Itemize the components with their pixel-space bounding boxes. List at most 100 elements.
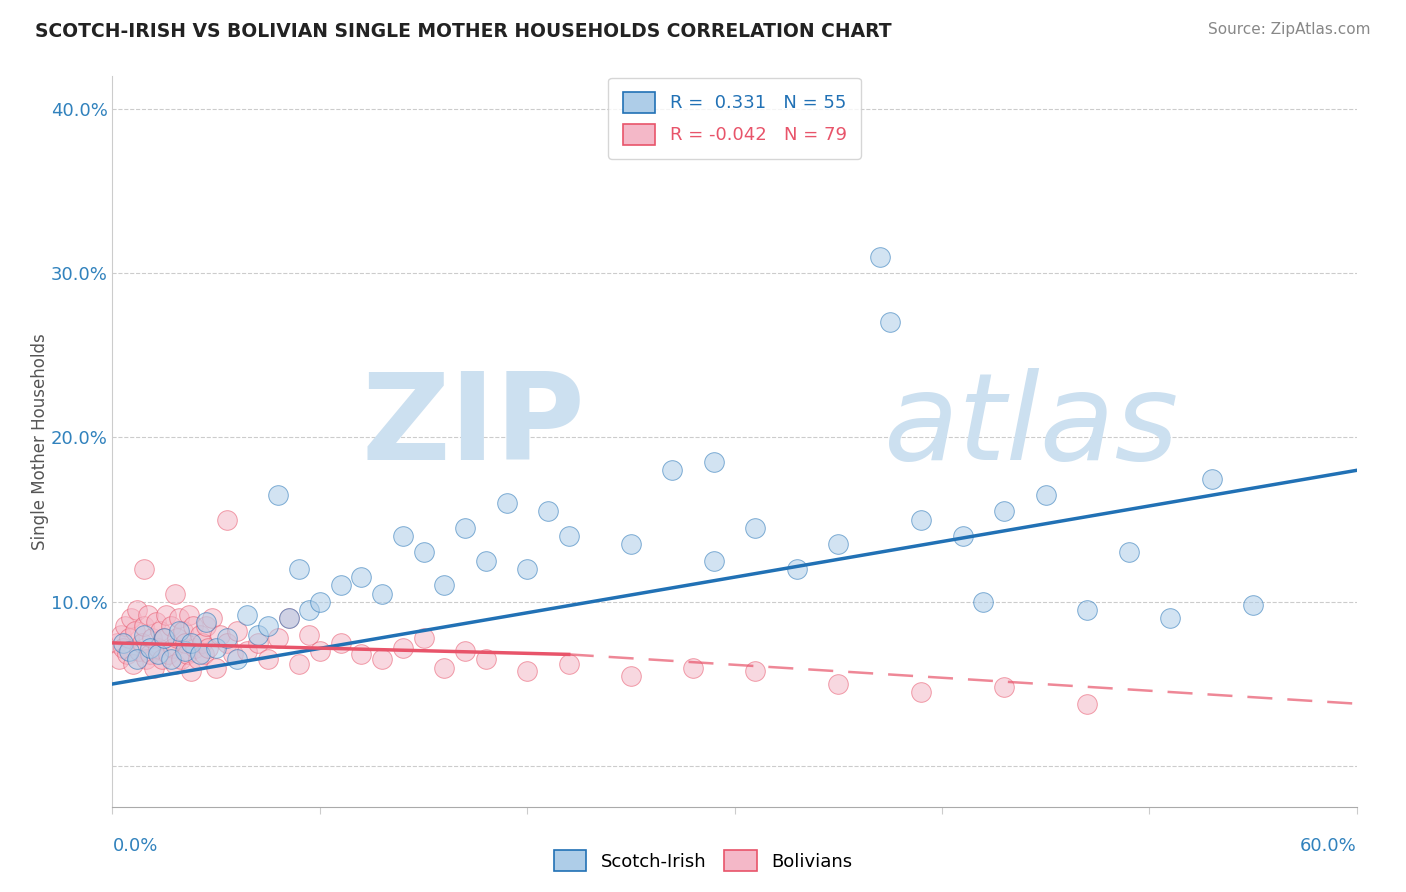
Point: [153, 631, 176, 645]
Point: [122, 657, 145, 672]
Point: [162, 640, 184, 655]
Point: [433, 660, 456, 674]
Point: [973, 595, 995, 609]
Point: [329, 578, 352, 592]
Point: [132, 619, 155, 633]
Point: [183, 619, 205, 633]
Point: [257, 619, 280, 633]
Point: [128, 644, 150, 658]
Point: [155, 607, 177, 622]
Point: [205, 660, 228, 674]
Point: [105, 636, 128, 650]
Point: [205, 640, 228, 655]
Text: 0.0%: 0.0%: [112, 837, 157, 855]
Point: [1076, 697, 1098, 711]
Point: [474, 554, 498, 568]
Point: [222, 648, 245, 662]
Point: [201, 611, 224, 625]
Legend: R =  0.331   N = 55, R = -0.042   N = 79: R = 0.331 N = 55, R = -0.042 N = 79: [609, 78, 860, 159]
Point: [703, 554, 725, 568]
Point: [246, 636, 269, 650]
Point: [786, 562, 808, 576]
Point: [620, 537, 643, 551]
Point: [879, 315, 901, 329]
Point: [107, 652, 129, 666]
Point: [139, 640, 162, 655]
Point: [557, 657, 581, 672]
Legend: Scotch-Irish, Bolivians: Scotch-Irish, Bolivians: [547, 843, 859, 879]
Point: [179, 607, 201, 622]
Point: [215, 636, 238, 650]
Point: [146, 640, 169, 655]
Point: [174, 644, 197, 658]
Point: [350, 570, 373, 584]
Point: [159, 652, 181, 666]
Point: [277, 611, 299, 625]
Point: [246, 628, 269, 642]
Point: [153, 631, 176, 645]
Point: [236, 644, 259, 658]
Point: [115, 648, 138, 662]
Point: [288, 657, 311, 672]
Point: [1201, 471, 1223, 485]
Point: [309, 644, 332, 658]
Point: [620, 669, 643, 683]
Point: [267, 488, 290, 502]
Point: [257, 652, 280, 666]
Point: [225, 624, 249, 639]
Point: [993, 680, 1015, 694]
Point: [1076, 603, 1098, 617]
Point: [146, 648, 169, 662]
Point: [827, 537, 849, 551]
Point: [157, 648, 180, 662]
Point: [661, 463, 683, 477]
Text: Source: ZipAtlas.com: Source: ZipAtlas.com: [1208, 22, 1371, 37]
Point: [150, 652, 173, 666]
Point: [537, 504, 560, 518]
Point: [188, 648, 211, 662]
Point: [827, 677, 849, 691]
Point: [474, 652, 498, 666]
Point: [190, 636, 212, 650]
Point: [132, 628, 155, 642]
Point: [111, 636, 134, 650]
Point: [167, 624, 190, 639]
Point: [433, 578, 456, 592]
Point: [215, 631, 238, 645]
Point: [110, 628, 132, 642]
Point: [309, 595, 332, 609]
Point: [176, 648, 198, 662]
Point: [120, 611, 142, 625]
Point: [910, 685, 932, 699]
Point: [225, 652, 249, 666]
Point: [236, 607, 259, 622]
Point: [744, 521, 766, 535]
Point: [139, 648, 162, 662]
Point: [744, 664, 766, 678]
Point: [118, 631, 141, 645]
Point: [910, 513, 932, 527]
Point: [136, 607, 159, 622]
Point: [1035, 488, 1057, 502]
Point: [412, 631, 434, 645]
Point: [454, 521, 477, 535]
Point: [412, 545, 434, 559]
Point: [298, 628, 321, 642]
Point: [454, 644, 477, 658]
Point: [193, 648, 215, 662]
Point: [391, 640, 415, 655]
Point: [1241, 598, 1264, 612]
Point: [215, 513, 238, 527]
Point: [516, 562, 538, 576]
Point: [149, 624, 172, 639]
Point: [167, 611, 190, 625]
Text: ZIP: ZIP: [361, 368, 585, 485]
Point: [188, 628, 211, 642]
Point: [350, 648, 373, 662]
Point: [391, 529, 415, 543]
Point: [209, 628, 232, 642]
Point: [557, 529, 581, 543]
Point: [495, 496, 517, 510]
Point: [170, 652, 193, 666]
Point: [952, 529, 974, 543]
